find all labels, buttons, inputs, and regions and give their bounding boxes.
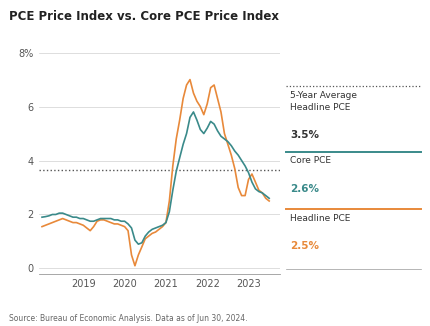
Text: Source: Bureau of Economic Analysis. Data as of Jun 30, 2024.: Source: Bureau of Economic Analysis. Dat… <box>9 314 247 323</box>
Text: Core PCE: Core PCE <box>290 156 331 166</box>
Text: 2.6%: 2.6% <box>290 184 319 194</box>
Text: 2.5%: 2.5% <box>290 241 319 251</box>
Text: Headline PCE: Headline PCE <box>290 214 350 223</box>
Text: 5-Year Average
Headline PCE: 5-Year Average Headline PCE <box>290 91 357 112</box>
Text: PCE Price Index vs. Core PCE Price Index: PCE Price Index vs. Core PCE Price Index <box>9 10 279 23</box>
Text: 3.5%: 3.5% <box>290 130 319 141</box>
